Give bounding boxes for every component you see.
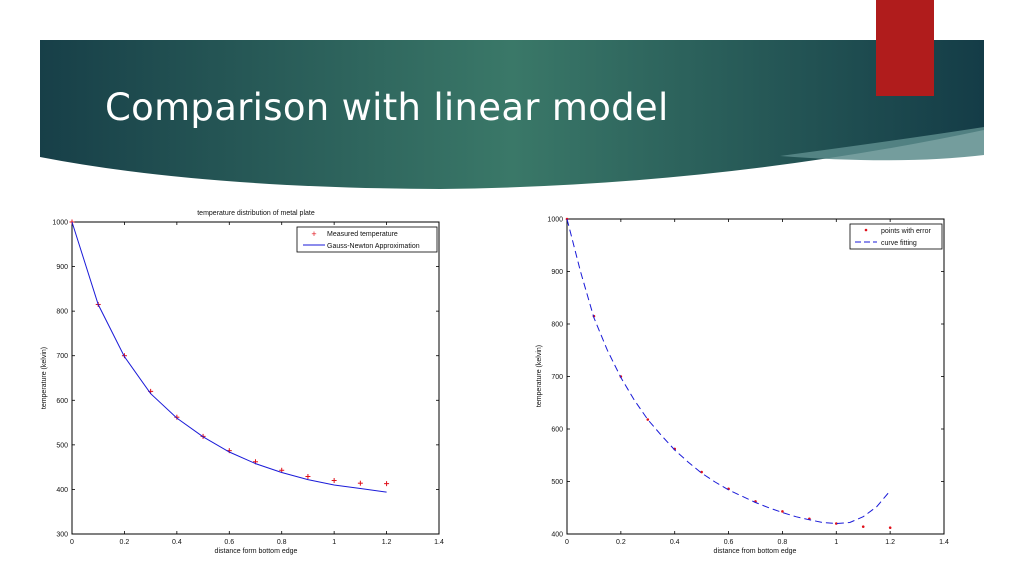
chart-2-ticks: 0 0.2 0.4 0.6 0.8 1 1.2 1.4 400 500 600 700 800 900 10… — [547, 217, 949, 547]
chart-2-xlabel: distance from bottom edge — [714, 548, 797, 555]
chart-1-series-line — [71, 221, 387, 493]
chart-1-ytick-label: 800 — [56, 309, 68, 316]
chart-2-ytick-label: 1000 — [547, 217, 563, 224]
chart-1-ytick-label: 700 — [56, 353, 68, 360]
chart-1-ytick-label: 500 — [56, 442, 68, 449]
chart-2-xtick-label: 0.6 — [724, 539, 734, 546]
banner-swoosh — [780, 127, 984, 161]
chart-1-ylabel: temperature (kelvin) — [41, 347, 48, 409]
chart-1-plot-area — [71, 221, 440, 535]
chart-1-point — [305, 474, 311, 480]
chart-1-legend-label-2: Gauss-Newton Approximation — [327, 243, 420, 250]
chart-2-ytick-label: 600 — [551, 427, 563, 434]
chart-1-legend-box — [296, 226, 438, 253]
chart-2-plot-area — [566, 218, 945, 535]
chart-1-ytick-label: 900 — [56, 264, 68, 271]
banner-shape — [40, 40, 984, 189]
chart-2-xtick-label: 0 — [565, 539, 569, 546]
chart-2-point — [861, 525, 865, 528]
chart-1-legend-marker-1: + — [311, 229, 316, 239]
chart-2-ytick-label: 900 — [551, 269, 563, 276]
chart-2-series — [565, 217, 892, 529]
chart-1-xlabel: distance form bottom edge — [215, 548, 298, 555]
chart-1-point — [357, 480, 363, 486]
slide-title: Comparison with linear model — [105, 86, 669, 129]
chart-2-xtick-label: 1 — [834, 539, 838, 546]
chart-1-xtick-label: 0 — [70, 539, 74, 546]
chart-1-point — [384, 481, 390, 487]
chart-1-xtick-label: 1.4 — [434, 539, 444, 546]
chart-1-ticks: 0 0.2 0.4 0.6 0.8 1 1.2 1.4 300 400 500 600 700 800 90… — [52, 220, 444, 547]
chart-2-ytick-label: 800 — [551, 322, 563, 329]
chart-1-point — [279, 467, 285, 473]
chart-1-point — [174, 414, 180, 420]
chart-1-series — [69, 219, 390, 493]
chart-1-ytick-label: 300 — [56, 532, 68, 539]
chart-1-xtick-label: 0.6 — [224, 539, 234, 546]
chart-2-xtick-label: 1.4 — [939, 539, 949, 546]
chart-2-series-line — [566, 218, 891, 525]
chart-1-ytick-label: 1000 — [52, 220, 68, 227]
chart-2-point — [834, 522, 838, 525]
chart-1-xtick-label: 0.8 — [277, 539, 287, 546]
chart-2-xtick-label: 0.8 — [778, 539, 788, 546]
chart-2-xtick-label: 1.2 — [885, 539, 895, 546]
chart-1-xtick-label: 1.2 — [382, 539, 392, 546]
chart-1-ytick-label: 400 — [56, 487, 68, 494]
chart-2-point — [888, 526, 892, 529]
accent-tab — [876, 0, 934, 96]
chart-1-ytick-label: 600 — [56, 398, 68, 405]
chart-1-xtick-label: 1 — [332, 539, 336, 546]
chart-2-xtick-label: 0.2 — [616, 539, 626, 546]
chart-1-point — [331, 478, 337, 484]
chart-2-point — [700, 470, 703, 474]
chart-2-ytick-label: 400 — [551, 532, 563, 539]
chart-2-legend-label-1: points with error — [881, 228, 931, 235]
chart-1-xtick-label: 0.2 — [120, 539, 130, 546]
title-banner — [40, 0, 984, 189]
chart-2-ytick-label: 700 — [551, 374, 563, 381]
chart-2-ytick-label: 500 — [551, 479, 563, 486]
chart-2-ylabel: temperature (kelvin) — [536, 345, 543, 407]
chart-1-legend-label-1: Measured temperature — [327, 231, 398, 238]
chart-1-xtick-label: 0.4 — [172, 539, 182, 546]
chart-1-title: temperature distribution of metal plate — [197, 210, 315, 217]
chart-2: distance from bottom edge temperature (k… — [536, 217, 949, 556]
chart-2-xtick-label: 0.4 — [670, 539, 680, 546]
chart-2-legend-marker-1 — [864, 228, 868, 232]
chart-1-legend: + Measured temperature Gauss-Newton Appr… — [296, 226, 438, 253]
chart-2-point — [646, 418, 650, 421]
chart-1: temperature distribution of metal plate … — [41, 210, 444, 555]
chart-2-legend-box — [849, 223, 943, 250]
chart-2-legend: points with error curve fitting — [849, 223, 943, 250]
chart-2-legend-label-2: curve fitting — [881, 240, 917, 247]
chart-2-point — [781, 510, 784, 513]
